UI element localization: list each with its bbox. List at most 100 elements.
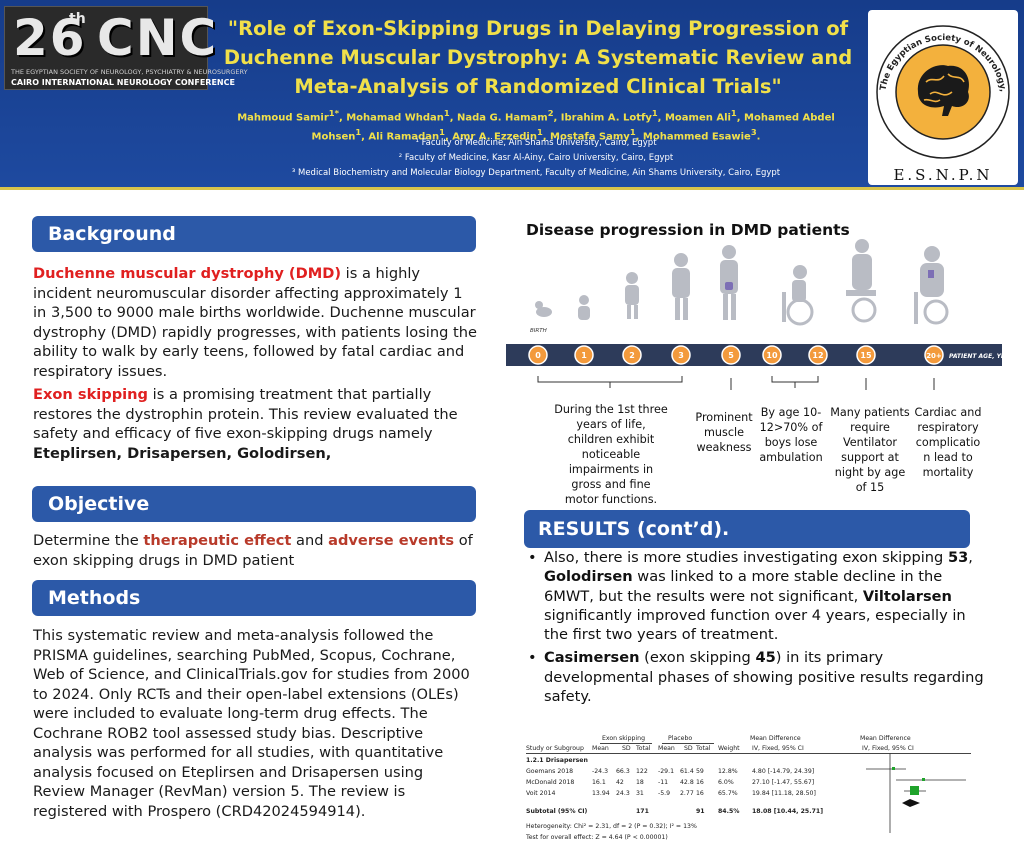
cnc-logo-letters: CNC [97,9,219,67]
fp-md-head: Mean Difference [750,735,801,742]
infant-icon [535,301,552,317]
fp-row-2-n2: 16 [696,790,704,797]
therapeutic-effect-highlight: therapeutic effect [143,532,292,549]
forest-plot-graph [866,753,966,833]
objective-t5: of exon skipping drugs in DMD patient [33,532,473,569]
fp-row-0-w: 12.8% [718,768,738,775]
fp-row-0-study: Goemans 2018 [526,768,574,775]
child-icon-3 [672,253,690,320]
fp-row-2-m1: 13.94 [592,790,610,797]
age-label-4: 5 [728,351,734,360]
fp-row-1-n1: 18 [636,779,644,786]
exon-skipping-highlight: Exon skipping [33,386,149,403]
background-p1-text: is a highly incident neuromuscular disor… [33,265,477,380]
child-icon-5 [720,245,738,320]
b2-b: (exon skipping [639,649,756,667]
note-first-three-years: During the 1st three years of life, chil… [554,403,668,506]
fp-group-exp: Exon skipping [602,735,646,742]
methods-heading: Methods [32,580,476,616]
fp-subgroup: 1.2.1 Drisapersen [526,757,588,764]
fp-row-0-n2: 59 [696,768,704,775]
background-text: Duchenne muscular dystrophy (DMD) is a h… [33,264,478,463]
fp-row-0-m1: -24.3 [592,768,609,775]
fp-row-0-ci: 4.80 [-14.79, 24.39] [752,768,815,775]
fp-col-sd1: SD [622,745,631,752]
affiliation-1: ¹ Faculty of Medicine, Ain Shams Univers… [415,138,657,148]
fp-row-2-m2: -5.9 [658,790,671,797]
fp-row-2-sd1: 24.3 [616,790,630,797]
age-marker-0 [528,345,548,365]
fp-col-total1: Total [636,745,651,752]
authors: Mahmoud Samir1*, Mohamad Whdan1, Nada G.… [237,108,835,143]
age-label-2: 2 [629,351,635,360]
fp-row-2-w: 65.7% [718,790,738,797]
age-label-3: 3 [678,351,684,360]
objective-heading: Objective [32,486,476,522]
fp-col-ci: IV, Fixed, 95% CI [752,745,804,752]
age-label-5: 10 [766,351,778,360]
fp-col-weight: Weight [718,745,740,752]
fp-row-1-sd2: 42.8 [680,779,694,786]
background-p2-text: is a promising treatment that partially … [33,386,458,442]
esnpn-logo: The Egyptian Society of Neurology, Psych… [868,10,1018,185]
cnc-logo-society: THE EGYPTIAN SOCIETY OF NEUROLOGY, PSYCH… [11,68,248,76]
adverse-events-highlight: adverse events [328,532,455,549]
wheelchair-icon [782,265,814,326]
note-ventilator: Many patients require Ventilator support… [830,406,910,494]
age-label-8: 20+ [926,352,942,360]
child-icon-2 [625,272,639,319]
fp-col-study: Study or Subgroup [526,745,584,752]
timeline-brackets [537,376,935,390]
fp-heterogeneity: Heterogeneity: Chi² = 2.31, df = 2 (P = … [526,823,697,830]
fp-point-voit [910,786,919,795]
age-axis-label: PATIENT AGE, YEARS [949,353,1019,360]
age-marker-3 [671,345,691,365]
patient-silhouettes [535,239,949,326]
fp-row-1-n2: 16 [696,779,704,786]
results-bullets: Also, there is more studies investigatin… [524,548,994,706]
age-marker-1 [574,345,594,365]
note-lose-ambulation: By age 10-12>70% of boys lose ambulation [759,406,823,464]
fp-col-mean2: Mean [658,745,675,752]
objective-text: Determine the therapeutic effect and adv… [33,531,478,570]
fp-row-1-w: 6.0% [718,779,734,786]
fp-subtotal-n2: 91 [696,808,705,815]
fp-subtotal-ci: 18.08 [10.44, 25.71] [752,808,824,815]
fp-col-mean1: Mean [592,745,609,752]
background-heading: Background [32,216,476,252]
disease-progression-timeline: BIRTH PATIENT AGE, YEARS 0 1 2 3 5 10 12 15 20+ [506,239,1019,390]
fp-subtotal-weight: 84.5% [718,808,740,815]
ventilator-patient-icon [846,239,877,323]
results-heading: RESULTS (cont’d). [524,510,970,548]
cnc-logo-superscript: th [69,11,86,27]
b1-exon-53: 53 [947,549,969,566]
fp-row-1-ci: 27.10 [-1.47, 55.67] [752,779,815,786]
fp-row-1-sd1: 42 [616,779,624,786]
age-marker-2 [622,345,642,365]
age-marker-7 [856,345,876,365]
fp-col-sd2: SD [684,745,693,752]
birth-label: BIRTH [530,328,547,334]
fp-row-1-m1: 16.1 [592,779,606,786]
fp-row-2-study: Voit 2014 [526,790,556,797]
age-marker-4 [721,345,741,365]
results-bullet-1: Also, there is more studies investigatin… [524,548,994,644]
age-marker-5 [762,345,782,365]
poster-header: 26 th CNC THE EGYPTIAN SOCIETY OF NEUROL… [0,0,1024,190]
fp-overall-effect: Test for overall effect: Z = 4.64 (P < 0… [526,834,668,841]
b2-exon-45: 45 [755,649,776,667]
b1-g: significantly improved function over 4 y… [544,606,966,644]
fp-point-goemans [892,767,895,770]
fp-row-0-sd1: 66.3 [616,768,630,775]
b2-d: ) in its primary developmental phases of… [544,649,984,706]
b1-viltolarsen: Viltolarsen [862,587,952,605]
forest-plot: Exon skipping Placebo Mean Difference Me… [526,733,1016,845]
fp-md-head-2: Mean Difference [860,735,911,742]
age-marker-8 [924,345,944,365]
results-bullet-2: Casimersen (exon skipping 45) in its pri… [524,648,994,706]
fp-subtotal-diamond [902,799,920,807]
age-label-7: 15 [860,351,872,360]
b1-c: , [968,549,973,566]
affiliation-3: ³ Medical Biochemistry and Molecular Bio… [291,168,781,178]
fp-row-2-sd2: 2.77 [680,790,694,797]
